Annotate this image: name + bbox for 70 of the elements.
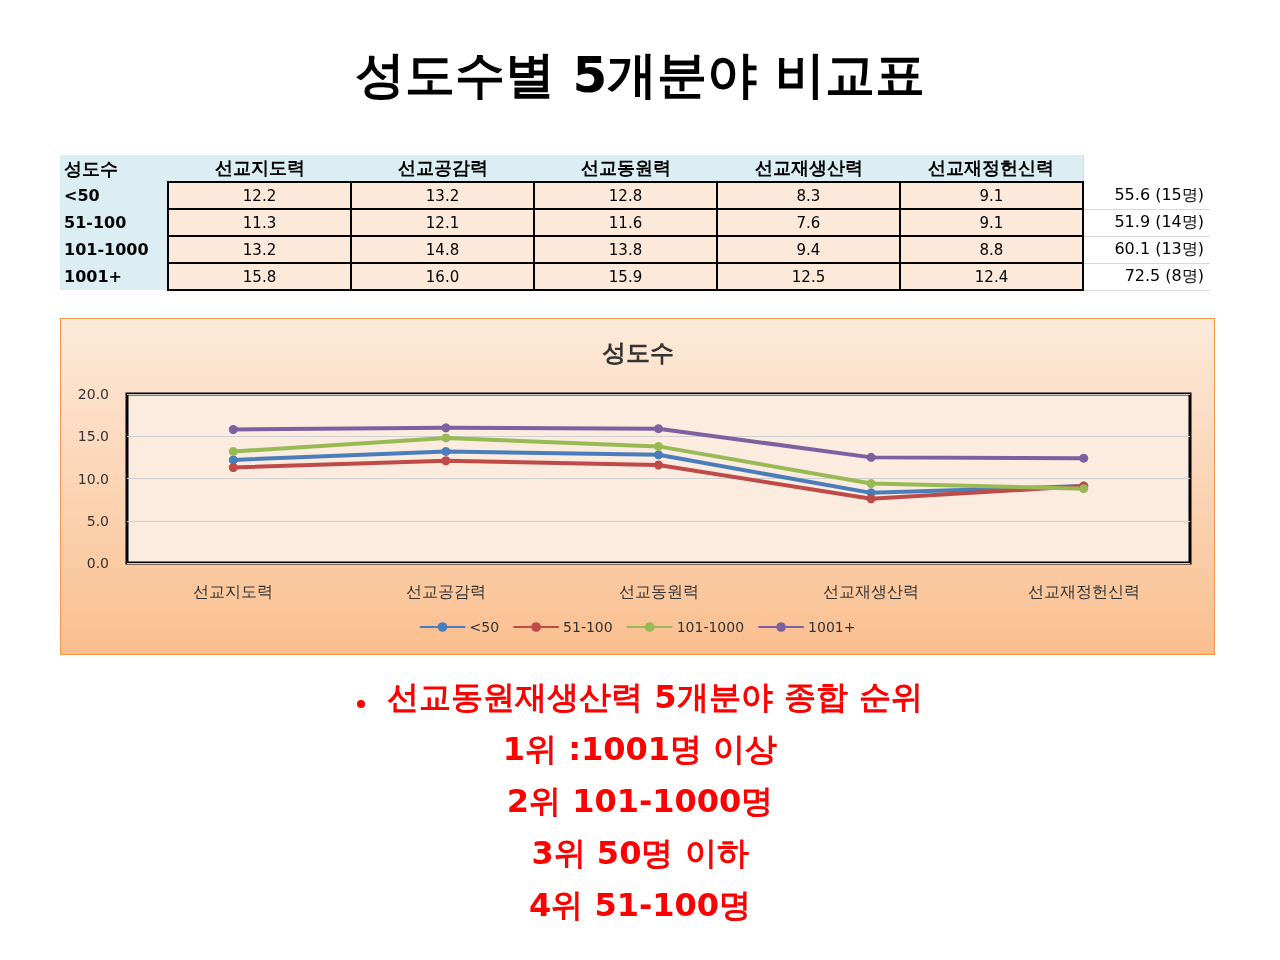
data-label: 16.0 xyxy=(351,263,534,290)
text: 60.1 (13명) xyxy=(1114,239,1204,258)
point xyxy=(228,424,238,434)
text: 72.5 (8명) xyxy=(1124,266,1204,285)
x-tick-label: 선교재정헌신력 xyxy=(1027,581,1140,601)
point xyxy=(441,456,451,466)
y-tick-label: 10.0 xyxy=(77,470,109,487)
text: 51-100 xyxy=(64,213,127,232)
data-label: 12.5 xyxy=(717,263,900,290)
data-label: 9.4 xyxy=(717,236,900,263)
legend-title: 성도수 xyxy=(60,155,168,182)
data-label: 13.8 xyxy=(534,236,717,263)
point xyxy=(441,433,451,443)
data-label: 11.3 xyxy=(168,209,351,236)
text: 55.6 (15명) xyxy=(1114,184,1204,204)
text: 선교동원재생산력 5개분야 종합 순위 xyxy=(387,678,923,716)
data-label: 12.4 xyxy=(900,263,1083,290)
point xyxy=(654,460,663,470)
text: 3위 50명 이하 xyxy=(531,834,749,872)
legend-label: 51-100 xyxy=(563,619,613,635)
point xyxy=(228,463,238,473)
x-tick-label: 선교재생산력 xyxy=(823,581,920,601)
data-label: 8.8 xyxy=(900,236,1083,263)
x-tick-label: 선교지도력 xyxy=(193,581,274,601)
data-label: 14.8 xyxy=(351,236,534,263)
y-tick-label: 5.0 xyxy=(86,512,109,529)
chart-subtitle: 성도수 xyxy=(601,339,674,367)
category-label: 선교공감력 xyxy=(397,157,488,178)
data-label: 12.2 xyxy=(168,182,351,209)
legend-label: 1001+ xyxy=(808,619,856,635)
data-label: 13.2 xyxy=(168,236,351,263)
legend-label: 101-1000 xyxy=(676,619,745,635)
y-tick-label: 15.0 xyxy=(77,428,109,445)
text: 51.9 (14명) xyxy=(1114,212,1204,231)
data-label: 12.8 xyxy=(534,182,717,209)
data-label: 12.1 xyxy=(351,209,534,236)
point xyxy=(654,441,663,451)
text: 1위 :1001명 이상 xyxy=(502,730,778,768)
point xyxy=(866,452,876,462)
data-label: 11.6 xyxy=(534,209,717,236)
chart-title: 성도수별 5개분야 비교표 xyxy=(354,45,926,106)
text: 4위 51-100명 xyxy=(528,886,751,924)
point xyxy=(866,494,876,504)
data-label: 9.1 xyxy=(900,209,1083,236)
legend-label: <50 xyxy=(469,619,500,635)
y-tick-label: 0.0 xyxy=(86,555,109,571)
category-label: 선교동원력 xyxy=(580,157,671,178)
point xyxy=(228,446,238,456)
category-label: 선교재생산력 xyxy=(754,157,863,178)
text: 1001+ xyxy=(64,267,122,286)
category-label: 선교지도력 xyxy=(214,157,305,178)
point xyxy=(441,423,451,433)
y-tick-label: 20.0 xyxy=(77,386,109,402)
category-label: 선교재정헌신력 xyxy=(928,157,1055,178)
data-label: 15.8 xyxy=(168,263,351,290)
data-label: 7.6 xyxy=(717,209,900,236)
point xyxy=(654,450,663,460)
x-tick-label: 선교동원력 xyxy=(618,581,699,601)
text: 2위 101-1000명 xyxy=(506,782,774,820)
point xyxy=(866,479,876,489)
data-label: 8.3 xyxy=(717,182,900,209)
data-label: 15.9 xyxy=(534,263,717,290)
data-label: 9.1 xyxy=(900,182,1083,209)
point xyxy=(1079,453,1089,463)
x-tick-label: 선교공감력 xyxy=(405,581,486,601)
text: <50 xyxy=(64,186,100,205)
point xyxy=(441,446,451,456)
data-label: 13.2 xyxy=(351,182,534,209)
point xyxy=(654,424,663,434)
text: 101-1000 xyxy=(64,240,149,259)
